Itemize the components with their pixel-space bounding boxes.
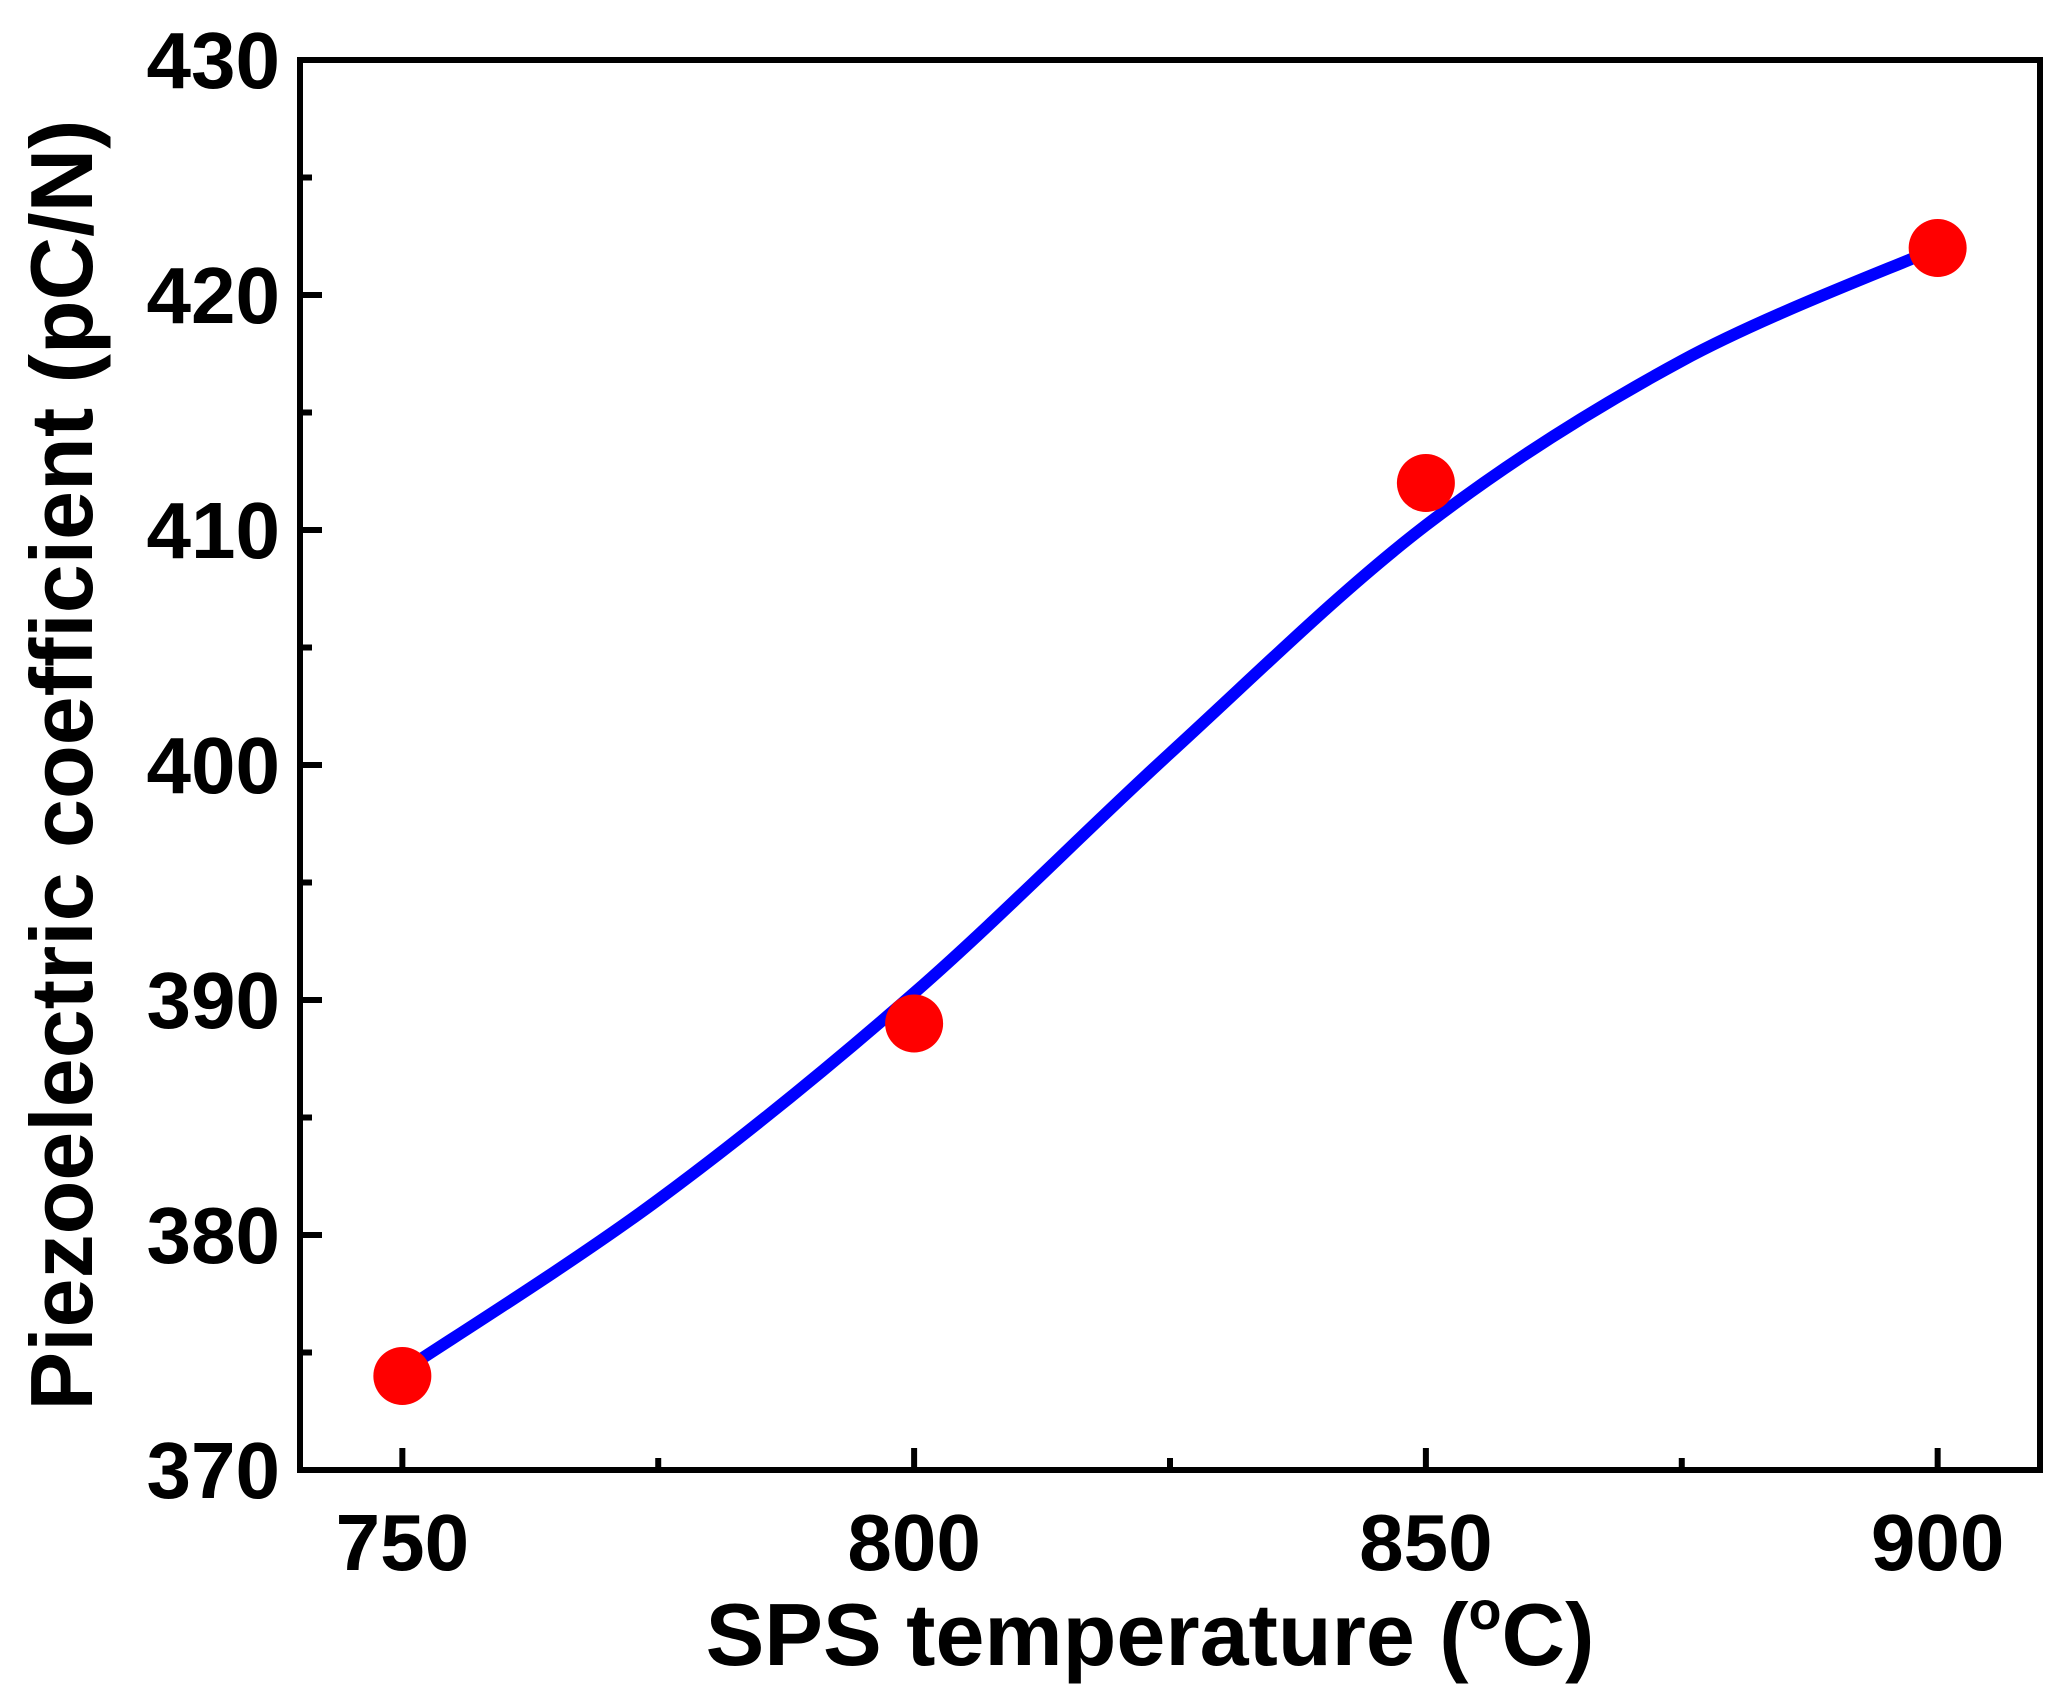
ticks <box>300 57 1941 1473</box>
tick-labels: 750 800 850 900 370 380 390 400 410 420 430 <box>147 16 2005 1587</box>
y-tick-label: 400 <box>147 721 280 810</box>
y-axis-title: Piezoelectric coefficient (pC/N) <box>12 120 111 1411</box>
x-axis-title-text: SPS temperature ( <box>706 1585 1470 1684</box>
x-tick-label: 750 <box>336 1498 469 1587</box>
data-point <box>373 1347 432 1405</box>
y-tick-label: 430 <box>147 16 280 105</box>
y-tick-label: 380 <box>147 1191 280 1280</box>
y-tick-label: 390 <box>147 956 280 1045</box>
y-tick-label: 370 <box>147 1426 280 1515</box>
y-tick-label: 420 <box>147 251 280 340</box>
fit-curve <box>396 242 1944 1378</box>
x-axis-title-unit: C) <box>1502 1585 1595 1684</box>
data-point <box>1908 219 1967 277</box>
x-axis-title: SPS temperature (oC) <box>706 1581 1595 1684</box>
x-tick-label: 850 <box>1359 1498 1492 1587</box>
y-tick-label: 410 <box>147 486 280 575</box>
x-tick-label: 900 <box>1871 1498 2004 1587</box>
x-tick-label: 800 <box>847 1498 980 1587</box>
data-points <box>373 219 1967 1405</box>
data-point <box>1396 454 1455 512</box>
plot-frame <box>297 57 2043 1473</box>
degree-symbol: o <box>1469 1581 1502 1641</box>
data-point <box>885 994 944 1053</box>
